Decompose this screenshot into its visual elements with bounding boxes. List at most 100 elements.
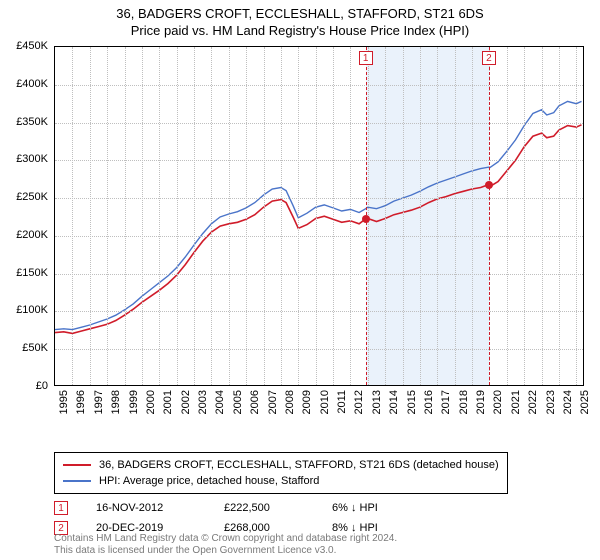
title-block: 36, BADGERS CROFT, ECCLESHALL, STAFFORD,… <box>0 0 600 38</box>
plot: 12 <box>54 46 584 386</box>
gridline-v <box>472 47 473 385</box>
x-tick-label: 2022 <box>527 390 539 414</box>
x-tick-label: 2016 <box>423 390 435 414</box>
gridline-v <box>246 47 247 385</box>
gridline-v <box>90 47 91 385</box>
gridline-v <box>385 47 386 385</box>
y-tick-label: £200K <box>16 229 48 241</box>
gridline-h <box>55 349 583 350</box>
x-tick-label: 1998 <box>110 390 122 414</box>
chart-area: 12 £0£50K£100K£150K£200K£250K£300K£350K£… <box>54 46 584 416</box>
y-tick-label: £100K <box>16 304 48 316</box>
gridline-v <box>350 47 351 385</box>
x-tick-label: 2006 <box>249 390 261 414</box>
gridline-h <box>55 198 583 199</box>
marker-dot <box>485 181 493 189</box>
gridline-h <box>55 85 583 86</box>
legend-row-0: 36, BADGERS CROFT, ECCLESHALL, STAFFORD,… <box>63 457 499 473</box>
marker-badge-0: 1 <box>54 501 68 515</box>
y-tick-label: £250K <box>16 191 48 203</box>
gridline-v <box>524 47 525 385</box>
x-tick-label: 2000 <box>145 390 157 414</box>
gridline-v <box>194 47 195 385</box>
gridline-v <box>264 47 265 385</box>
gridline-v <box>420 47 421 385</box>
y-tick-label: £0 <box>36 380 48 392</box>
x-tick-label: 2019 <box>475 390 487 414</box>
x-tick-label: 2008 <box>284 390 296 414</box>
marker-row-0: 1 16-NOV-2012 £222,500 6% ↓ HPI <box>54 498 432 518</box>
x-tick-label: 2007 <box>267 390 279 414</box>
marker-flag: 2 <box>482 51 496 65</box>
x-tick-label: 2001 <box>162 390 174 414</box>
legend-swatch-0 <box>63 464 91 466</box>
gridline-v <box>229 47 230 385</box>
gridline-v <box>211 47 212 385</box>
x-tick-label: 2005 <box>232 390 244 414</box>
legend: 36, BADGERS CROFT, ECCLESHALL, STAFFORD,… <box>54 452 508 494</box>
x-tick-label: 2002 <box>180 390 192 414</box>
gridline-v <box>507 47 508 385</box>
gridline-v <box>455 47 456 385</box>
footer-line1: Contains HM Land Registry data © Crown c… <box>54 533 397 545</box>
y-tick-label: £50K <box>22 342 48 354</box>
x-tick-label: 2017 <box>440 390 452 414</box>
legend-swatch-1 <box>63 480 91 482</box>
x-tick-label: 1997 <box>93 390 105 414</box>
y-tick-label: £150K <box>16 267 48 279</box>
gridline-v <box>542 47 543 385</box>
marker-date-0: 16-NOV-2012 <box>96 502 196 514</box>
y-tick-label: £350K <box>16 116 48 128</box>
chart-container: 36, BADGERS CROFT, ECCLESHALL, STAFFORD,… <box>0 0 600 560</box>
title-line1: 36, BADGERS CROFT, ECCLESHALL, STAFFORD,… <box>0 6 600 21</box>
gridline-v <box>177 47 178 385</box>
y-tick-label: £300K <box>16 153 48 165</box>
marker-line <box>489 47 490 385</box>
gridline-v <box>125 47 126 385</box>
gridline-h <box>55 274 583 275</box>
x-tick-label: 2013 <box>371 390 383 414</box>
gridline-v <box>107 47 108 385</box>
x-tick-label: 2020 <box>492 390 504 414</box>
marker-dot <box>362 215 370 223</box>
gridline-v <box>281 47 282 385</box>
x-tick-label: 2015 <box>406 390 418 414</box>
footer-line2: This data is licensed under the Open Gov… <box>54 545 397 557</box>
gridline-v <box>298 47 299 385</box>
marker-price-0: £222,500 <box>224 502 304 514</box>
series-line <box>55 101 582 329</box>
x-tick-label: 2025 <box>579 390 591 414</box>
marker-flag: 1 <box>359 51 373 65</box>
gridline-v <box>559 47 560 385</box>
marker-table: 1 16-NOV-2012 £222,500 6% ↓ HPI 2 20-DEC… <box>54 498 432 538</box>
title-line2: Price paid vs. HM Land Registry's House … <box>0 23 600 38</box>
x-tick-label: 2024 <box>562 390 574 414</box>
legend-label-0: 36, BADGERS CROFT, ECCLESHALL, STAFFORD,… <box>99 459 499 471</box>
x-tick-label: 2009 <box>301 390 313 414</box>
x-tick-label: 2018 <box>458 390 470 414</box>
x-tick-label: 1996 <box>75 390 87 414</box>
gridline-v <box>159 47 160 385</box>
gridline-v <box>437 47 438 385</box>
x-tick-label: 2023 <box>545 390 557 414</box>
x-tick-label: 1999 <box>128 390 140 414</box>
x-tick-label: 2012 <box>353 390 365 414</box>
legend-label-1: HPI: Average price, detached house, Staf… <box>99 475 319 487</box>
x-tick-label: 2003 <box>197 390 209 414</box>
gridline-v <box>333 47 334 385</box>
legend-row-1: HPI: Average price, detached house, Staf… <box>63 473 499 489</box>
y-tick-label: £450K <box>16 40 48 52</box>
x-tick-label: 1995 <box>58 390 70 414</box>
gridline-v <box>142 47 143 385</box>
x-tick-label: 2021 <box>510 390 522 414</box>
gridline-h <box>55 311 583 312</box>
gridline-v <box>72 47 73 385</box>
x-tick-label: 2011 <box>336 390 348 414</box>
y-tick-label: £400K <box>16 78 48 90</box>
gridline-h <box>55 123 583 124</box>
marker-pct-0: 6% ↓ HPI <box>332 502 432 514</box>
x-tick-label: 2004 <box>214 390 226 414</box>
gridline-v <box>403 47 404 385</box>
gridline-v <box>316 47 317 385</box>
series-svg <box>55 47 585 387</box>
